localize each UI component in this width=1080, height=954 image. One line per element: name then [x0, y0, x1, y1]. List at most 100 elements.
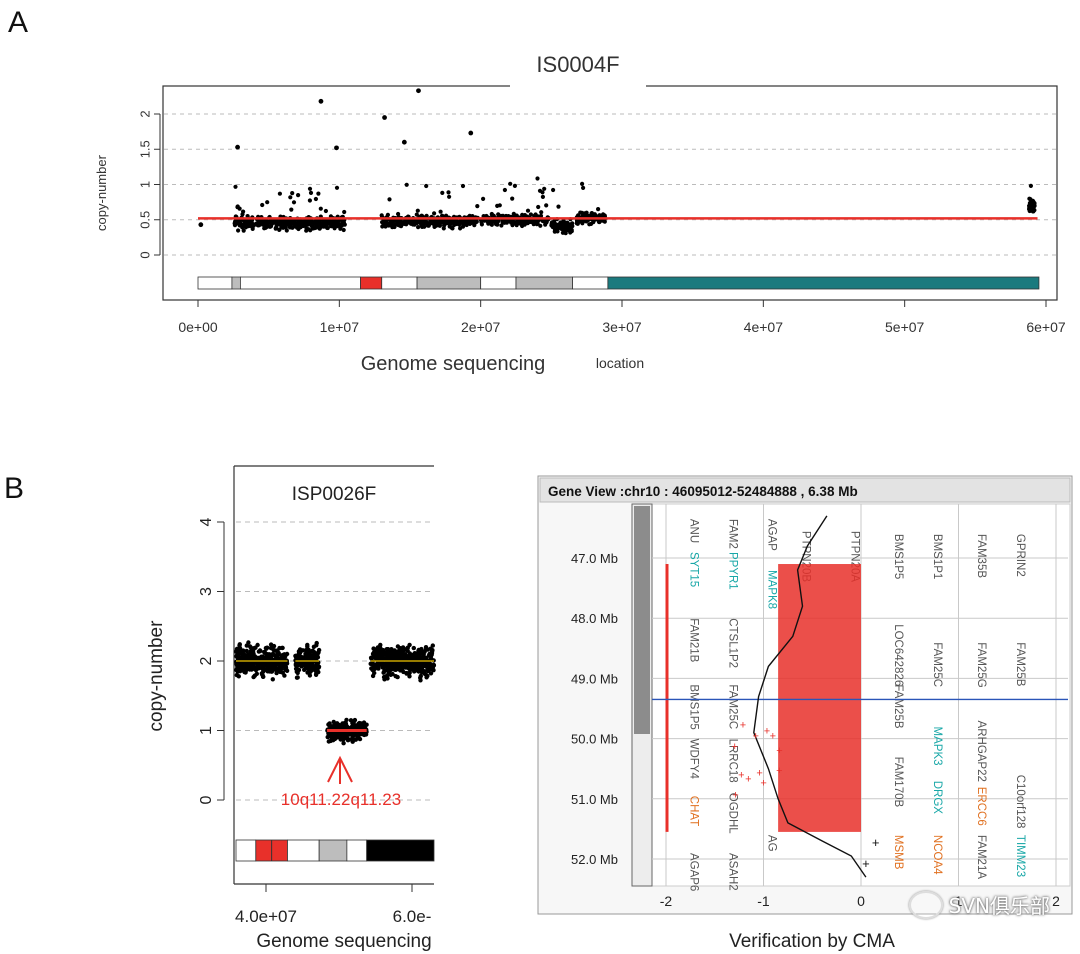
data-point — [416, 648, 421, 654]
ideogram-band — [231, 276, 241, 290]
data-point — [551, 187, 556, 193]
data-point — [578, 210, 583, 215]
x-tick-label: 4e+07 — [744, 319, 784, 335]
gene-label: FAM21A — [975, 835, 987, 879]
outlier-point — [382, 115, 387, 120]
data-point — [528, 212, 534, 217]
annotation-arrow — [327, 755, 353, 784]
data-point — [539, 210, 544, 215]
data-point — [419, 213, 424, 218]
gene-label: SYT15 — [687, 552, 699, 587]
data-point — [293, 663, 299, 668]
data-point — [314, 640, 319, 646]
data-point — [305, 642, 310, 648]
data-point — [485, 219, 490, 224]
outlier-point — [334, 145, 339, 151]
data-point — [348, 718, 354, 723]
y-tick-label: 0 — [198, 795, 215, 804]
probe-marker: + — [770, 731, 776, 743]
y-tick-label: 3 — [198, 587, 215, 596]
chart-b-left-yaxis: 0 1 2 3 4 — [198, 517, 225, 804]
data-point — [380, 655, 385, 660]
gene-label: ASAH2 — [726, 853, 738, 891]
data-point — [355, 733, 361, 739]
watermark: SVN俱乐部 — [908, 890, 1050, 919]
data-point — [437, 223, 442, 228]
data-point — [307, 673, 313, 678]
data-point — [255, 666, 260, 671]
data-point — [270, 661, 276, 666]
chart-a-title-bg — [510, 78, 646, 94]
data-point — [294, 675, 300, 680]
data-point — [243, 653, 248, 658]
data-point — [306, 647, 311, 653]
gene-view-xaxis: -2 -1 0 1 2 — [660, 893, 1060, 909]
gene-label: PPYR1 — [726, 552, 738, 590]
gene-label: FAM170B — [892, 757, 904, 808]
chart-a-ylabel: copy-number — [94, 154, 109, 231]
data-point — [277, 227, 282, 232]
data-point — [291, 200, 297, 205]
data-point — [393, 674, 398, 679]
data-point — [414, 220, 419, 226]
data-point — [389, 655, 394, 660]
x-tick-label: 1e+07 — [320, 319, 360, 335]
data-point — [268, 224, 274, 229]
outlier-point — [468, 130, 474, 136]
data-point — [581, 185, 586, 190]
data-point — [393, 222, 398, 227]
data-point — [405, 645, 410, 650]
data-point — [420, 220, 425, 226]
data-point — [587, 222, 592, 227]
probe-marker: + — [764, 725, 770, 737]
gene-label: GPRIN2 — [1014, 534, 1026, 577]
data-point — [270, 666, 275, 671]
y-tick-label: 4 — [198, 517, 215, 526]
data-point — [268, 642, 274, 647]
data-point — [244, 648, 249, 654]
data-point — [261, 674, 266, 679]
data-point — [404, 670, 409, 676]
data-point — [316, 191, 321, 196]
data-point — [341, 218, 346, 223]
data-point — [406, 220, 411, 225]
data-point — [558, 220, 563, 225]
gene-label: TIMM23 — [1014, 835, 1026, 877]
data-point — [385, 212, 390, 217]
chart-a-title: IS0004F — [536, 52, 619, 77]
data-point — [296, 225, 301, 230]
data-point — [388, 672, 393, 677]
x-tick-label: 4.0e+07 — [235, 907, 297, 926]
chart-b-left-ylabel: copy-number — [146, 620, 167, 732]
data-point — [418, 673, 423, 679]
data-point — [424, 675, 429, 680]
data-point — [601, 212, 606, 217]
chart-a-xlabel-suffix: location — [596, 355, 644, 371]
gene-label: MAPK8 — [765, 570, 777, 609]
data-point — [418, 678, 423, 683]
data-point — [242, 669, 247, 675]
chart-a-xaxis: 0e+00 1e+07 2e+07 3e+07 4e+07 5e+07 6e+07 — [178, 299, 1066, 335]
data-point — [556, 204, 561, 209]
data-point — [333, 733, 338, 738]
data-point — [340, 725, 345, 730]
data-point — [398, 646, 403, 651]
gene-label: C10orf128 — [1014, 775, 1026, 829]
data-point — [510, 196, 515, 201]
gene-label: LRRC18 — [726, 739, 738, 783]
x-tick-label: 2e+07 — [461, 319, 501, 335]
data-point — [341, 741, 346, 746]
data-point — [338, 733, 344, 738]
data-point — [259, 662, 264, 667]
data-point — [262, 650, 268, 655]
ideogram-band — [318, 839, 348, 862]
data-point — [371, 651, 376, 656]
data-point — [301, 223, 306, 228]
data-point — [424, 220, 429, 225]
data-point — [460, 183, 466, 189]
data-point — [289, 207, 294, 212]
x-tick-label: -2 — [660, 893, 673, 909]
data-point — [467, 220, 472, 225]
chromosome-scroll-thumb[interactable] — [634, 506, 650, 734]
data-point — [308, 666, 313, 671]
